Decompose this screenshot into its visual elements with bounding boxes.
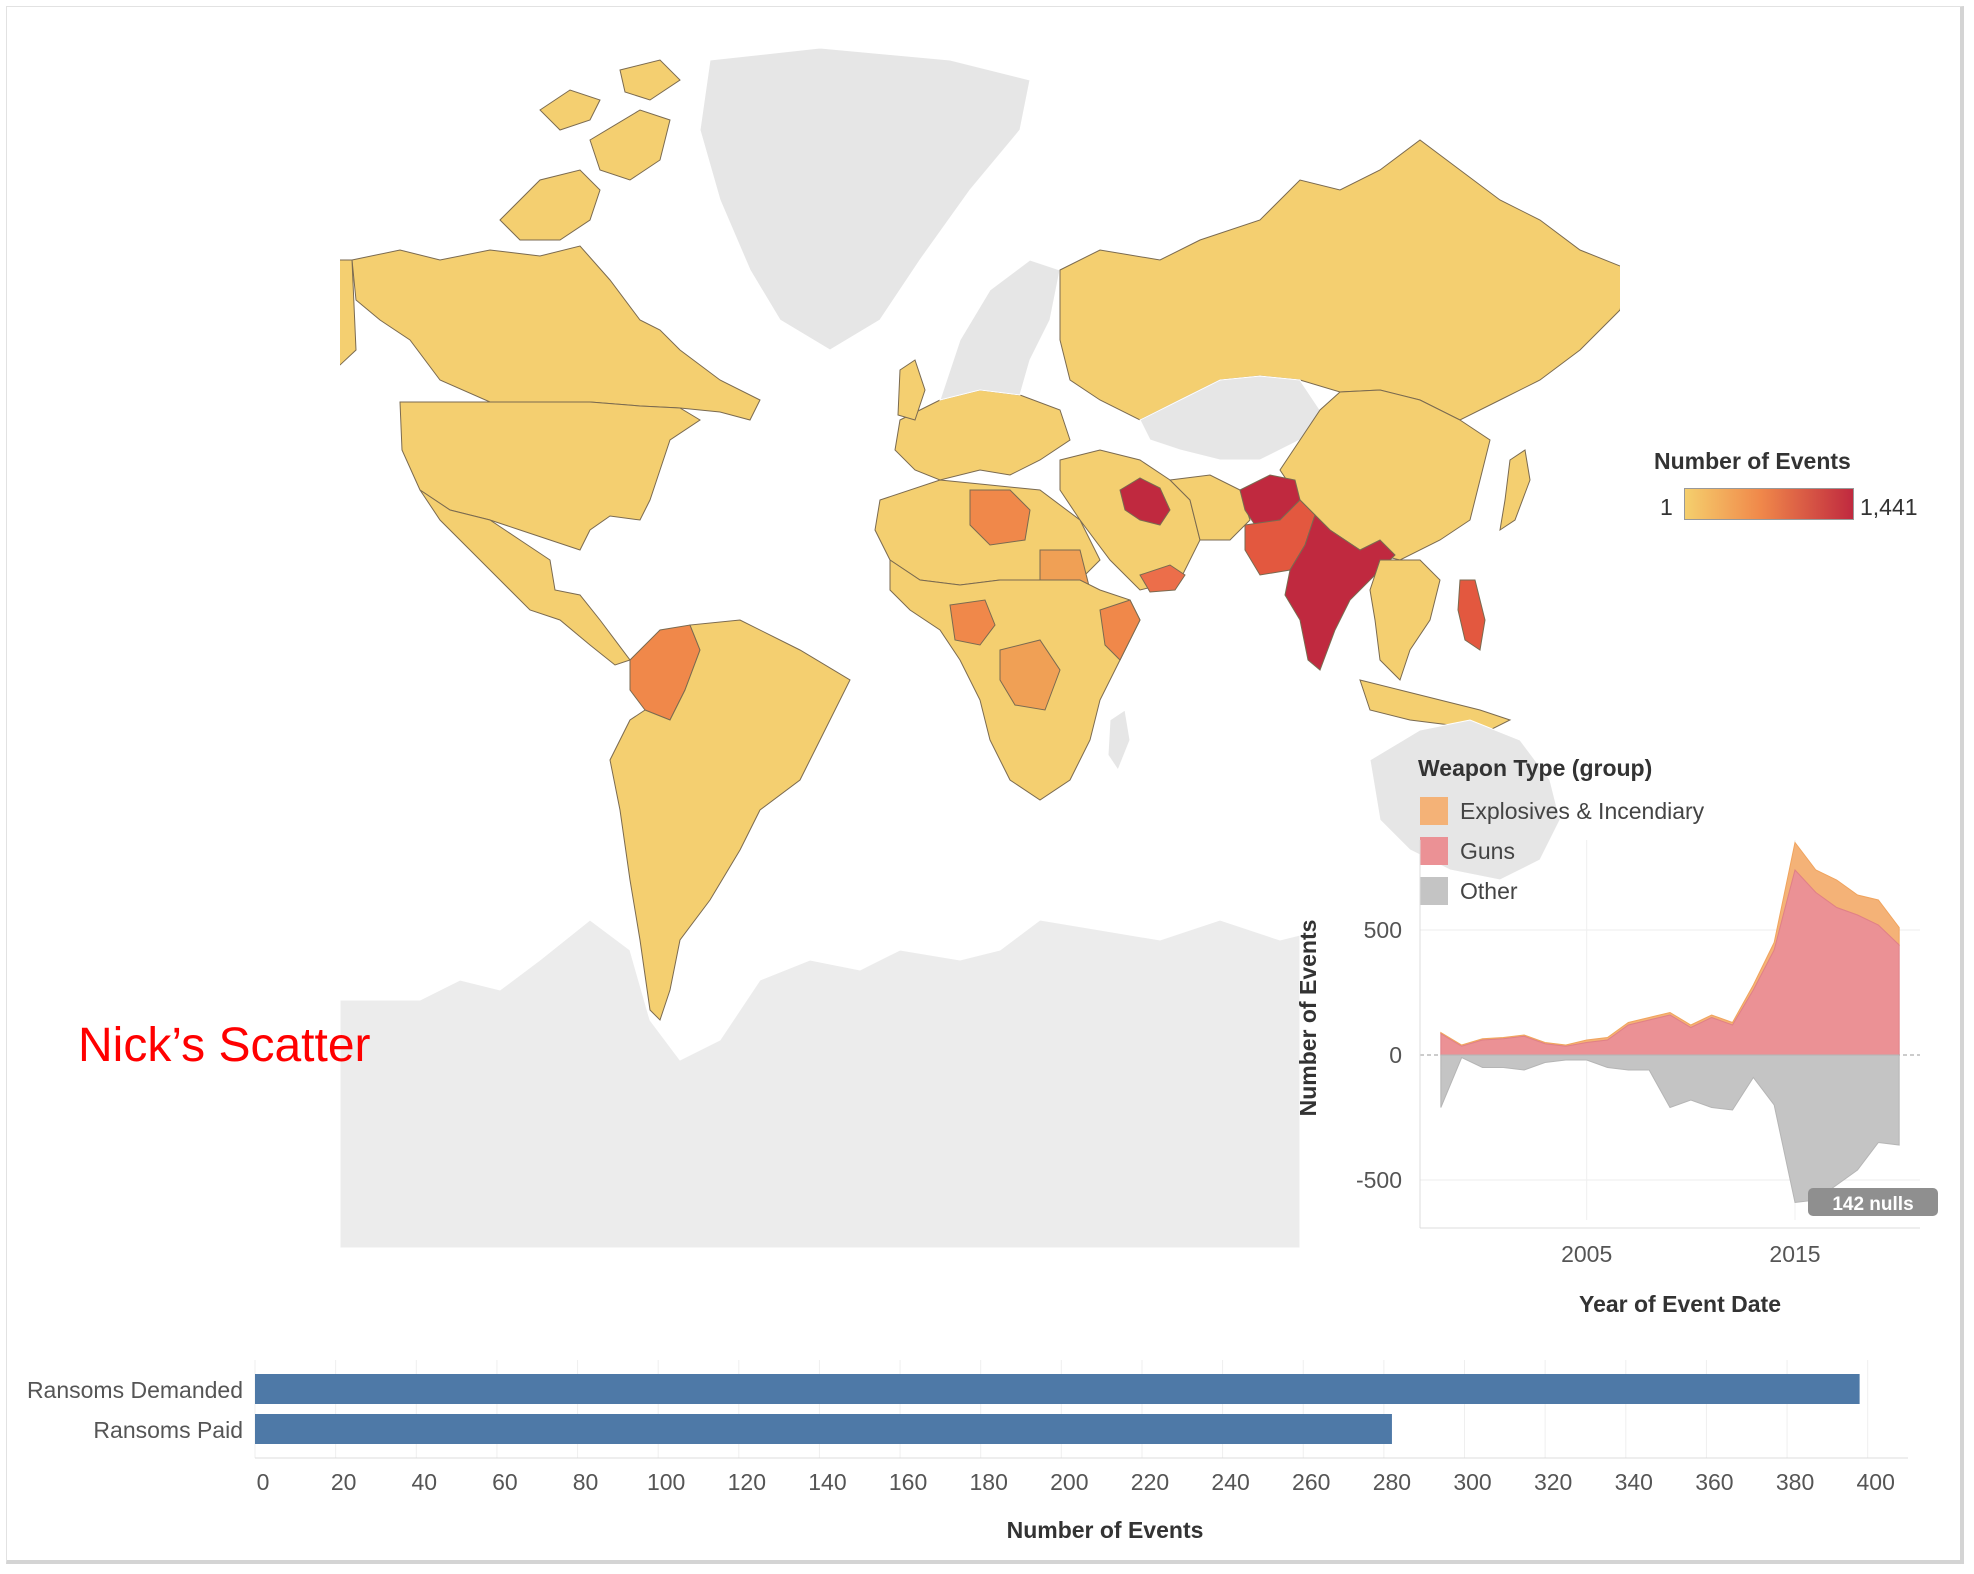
area-x-tick-label: 2005	[1561, 1241, 1612, 1267]
map-madagascar[interactable]	[1107, 709, 1131, 772]
bar-x-tick-label: 0	[257, 1469, 270, 1495]
map-uk[interactable]	[897, 359, 926, 421]
map-legend-title: Number of Events	[1654, 448, 1851, 474]
bar-chart[interactable]: Ransoms Demanded Ransoms Paid 0 20 40 60 80 10…	[0, 1360, 1974, 1560]
bar-x-tick-label: 280	[1373, 1469, 1411, 1495]
legend-swatch-guns	[1420, 837, 1448, 865]
bar-x-tick-label: 340	[1615, 1469, 1653, 1495]
bar-x-tick-label: 40	[411, 1469, 437, 1495]
bar-category-labels: Ransoms Demanded Ransoms Paid	[27, 1377, 243, 1443]
map-south-america[interactable]	[609, 619, 851, 1021]
dashboard-frame	[6, 6, 1964, 1564]
area-axes: 500 0 -500 2005 2015	[1356, 840, 1920, 1267]
bar-x-tick-label: 100	[647, 1469, 685, 1495]
map-europe[interactable]	[894, 389, 1071, 481]
area-layers	[1440, 841, 1900, 1204]
bar-x-tick-label: 300	[1453, 1469, 1491, 1495]
map-middle-east[interactable]	[1059, 449, 1201, 591]
map-canada[interactable]	[351, 245, 761, 421]
map-libya[interactable]	[969, 489, 1031, 546]
bar-x-axis-label: Number of Events	[1007, 1517, 1204, 1543]
bar-x-tick-label: 80	[573, 1469, 599, 1495]
area-chart[interactable]: 500 0 -500 2005 2015 Number of Events Year o…	[1280, 820, 1960, 1340]
area-series-other[interactable]	[1440, 1054, 1900, 1204]
legend-swatch-explosives	[1420, 797, 1448, 825]
world-map[interactable]	[340, 20, 1620, 1250]
map-legend-max: 1,441	[1860, 494, 1918, 520]
map-russia[interactable]	[1059, 139, 1620, 421]
map-legend-min: 1	[1660, 494, 1673, 520]
map-southeast-asia[interactable]	[1369, 559, 1441, 681]
map-legend-gradient	[1684, 488, 1854, 520]
bar-x-tick-label: 120	[728, 1469, 766, 1495]
bar-x-tick-label: 200	[1050, 1469, 1088, 1495]
area-x-axis-label: Year of Event Date	[1579, 1291, 1781, 1317]
scatter-title: Nick’s Scatter	[78, 1019, 371, 1072]
bar-x-tick-label: 140	[808, 1469, 846, 1495]
bar-x-tick-label: 360	[1695, 1469, 1733, 1495]
map-philippines[interactable]	[1457, 579, 1486, 651]
legend-item-other[interactable]: Other	[1420, 876, 1518, 906]
bar-x-tick-label: 260	[1292, 1469, 1330, 1495]
nulls-badge[interactable]: 142 nulls	[1808, 1188, 1938, 1216]
map-yemen[interactable]	[1139, 564, 1186, 593]
bar-category-label: Ransoms Demanded	[27, 1377, 243, 1403]
legend-swatch-other	[1420, 877, 1448, 905]
bar-marks	[255, 1374, 1860, 1444]
map-usa[interactable]	[399, 401, 701, 551]
legend-item-explosives[interactable]: Explosives & Incendiary	[1420, 796, 1704, 826]
bar-x-tick-label: 180	[970, 1469, 1008, 1495]
map-australia[interactable]	[1369, 719, 1561, 881]
area-y-tick-label: 500	[1364, 917, 1402, 943]
bar-x-tick-label: 240	[1211, 1469, 1249, 1495]
bar-x-tick-label: 160	[889, 1469, 927, 1495]
area-y-tick-label: 0	[1389, 1042, 1402, 1068]
map-somalia[interactable]	[1099, 599, 1141, 661]
map-indonesia[interactable]	[1359, 679, 1512, 731]
legend-label-other: Other	[1460, 877, 1518, 904]
legend-label-guns: Guns	[1460, 837, 1515, 864]
area-y-axis-label: Number of Events	[1295, 920, 1321, 1117]
bar-x-tick-label: 380	[1776, 1469, 1814, 1495]
bar-x-tick-label: 20	[331, 1469, 357, 1495]
weapon-legend-title: Weapon Type (group)	[1418, 755, 1653, 781]
bar-x-tick-label: 60	[492, 1469, 518, 1495]
bar-x-tick-label: 400	[1856, 1469, 1894, 1495]
bar-ransoms-demanded[interactable]	[255, 1374, 1860, 1404]
map-iraq[interactable]	[1119, 477, 1171, 526]
nulls-badge-text: 142 nulls	[1832, 1194, 1913, 1215]
bar-x-tick-label: 220	[1131, 1469, 1169, 1495]
map-arctic-islands[interactable]	[499, 59, 681, 241]
area-y-tick-label: -500	[1356, 1167, 1402, 1193]
bar-tick-labels: 0 20 40 60 80 100 120 140 160 180 200 220 240 260 280 3…	[257, 1469, 1895, 1495]
map-iran[interactable]	[1168, 474, 1251, 541]
map-nigeria[interactable]	[949, 599, 996, 646]
map-greenland[interactable]	[699, 47, 1031, 351]
map-india[interactable]	[1284, 514, 1396, 671]
legend-label-explosives: Explosives & Incendiary	[1460, 797, 1705, 824]
map-scandinavia[interactable]	[939, 259, 1061, 401]
map-antarctica[interactable]	[340, 919, 1301, 1249]
legend-item-guns[interactable]: Guns	[1420, 836, 1515, 866]
map-drc[interactable]	[999, 639, 1061, 711]
map-alaska[interactable]	[340, 259, 357, 380]
area-x-tick-label: 2015	[1769, 1241, 1820, 1267]
bar-category-label: Ransoms Paid	[93, 1417, 243, 1443]
bar-ransoms-paid[interactable]	[255, 1414, 1392, 1444]
map-japan[interactable]	[1499, 449, 1531, 532]
bar-x-tick-label: 320	[1534, 1469, 1572, 1495]
